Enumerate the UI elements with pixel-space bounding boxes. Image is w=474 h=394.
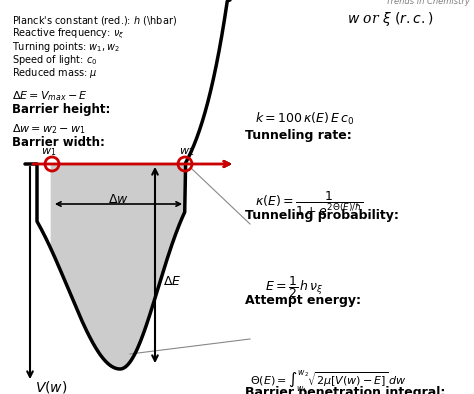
Text: Tunneling probability:: Tunneling probability: — [245, 209, 399, 222]
Text: $V(w)$: $V(w)$ — [35, 379, 67, 394]
Text: $w$ or $\xi$ $(r.c.)$: $w$ or $\xi$ $(r.c.)$ — [347, 10, 433, 28]
Text: $\kappa(E) = \dfrac{1}{1 + e^{2\Theta(E)/\hbar}}$: $\kappa(E) = \dfrac{1}{1 + e^{2\Theta(E)… — [255, 189, 363, 218]
Text: $\Theta(E) = \int_{w_1}^{w_2} \sqrt{2\mu[V(w) - E]}\, dw$: $\Theta(E) = \int_{w_1}^{w_2} \sqrt{2\mu… — [250, 369, 407, 394]
Polygon shape — [51, 161, 187, 369]
Text: Speed of light: $c_0$: Speed of light: $c_0$ — [12, 53, 97, 67]
Text: Barrier penetration integral:: Barrier penetration integral: — [245, 386, 446, 394]
Text: Barrier height:: Barrier height: — [12, 103, 110, 116]
Text: $\Delta E$: $\Delta E$ — [163, 275, 182, 288]
Text: Reduced mass: $\mu$: Reduced mass: $\mu$ — [12, 66, 98, 80]
Text: Turning points: $w_1, w_2$: Turning points: $w_1, w_2$ — [12, 40, 120, 54]
Text: $k = 100\, \kappa(E)\, E\, c_0$: $k = 100\, \kappa(E)\, E\, c_0$ — [255, 111, 355, 127]
Text: $w_1$: $w_1$ — [41, 146, 57, 158]
Text: $\Delta w = w_2 - w_1$: $\Delta w = w_2 - w_1$ — [12, 122, 86, 136]
Text: Reactive frequency: $\nu_{\xi}$: Reactive frequency: $\nu_{\xi}$ — [12, 27, 124, 41]
Text: Tunneling rate:: Tunneling rate: — [245, 129, 352, 142]
Text: $E = \dfrac{1}{2}\, h\, \nu_{\xi}$: $E = \dfrac{1}{2}\, h\, \nu_{\xi}$ — [265, 274, 324, 300]
Text: $\Delta w$: $\Delta w$ — [108, 193, 129, 206]
Text: Planck's constant (red.): $h$ $($\hbar$)$: Planck's constant (red.): $h$ $($\hbar$)… — [12, 14, 177, 27]
Text: Trends in Chemistry: Trends in Chemistry — [386, 0, 470, 6]
Text: $\Delta E = V_{max} - E$: $\Delta E = V_{max} - E$ — [12, 89, 88, 103]
Text: $w_2$: $w_2$ — [179, 146, 195, 158]
Text: Attempt energy:: Attempt energy: — [245, 294, 361, 307]
Text: Barrier width:: Barrier width: — [12, 136, 105, 149]
